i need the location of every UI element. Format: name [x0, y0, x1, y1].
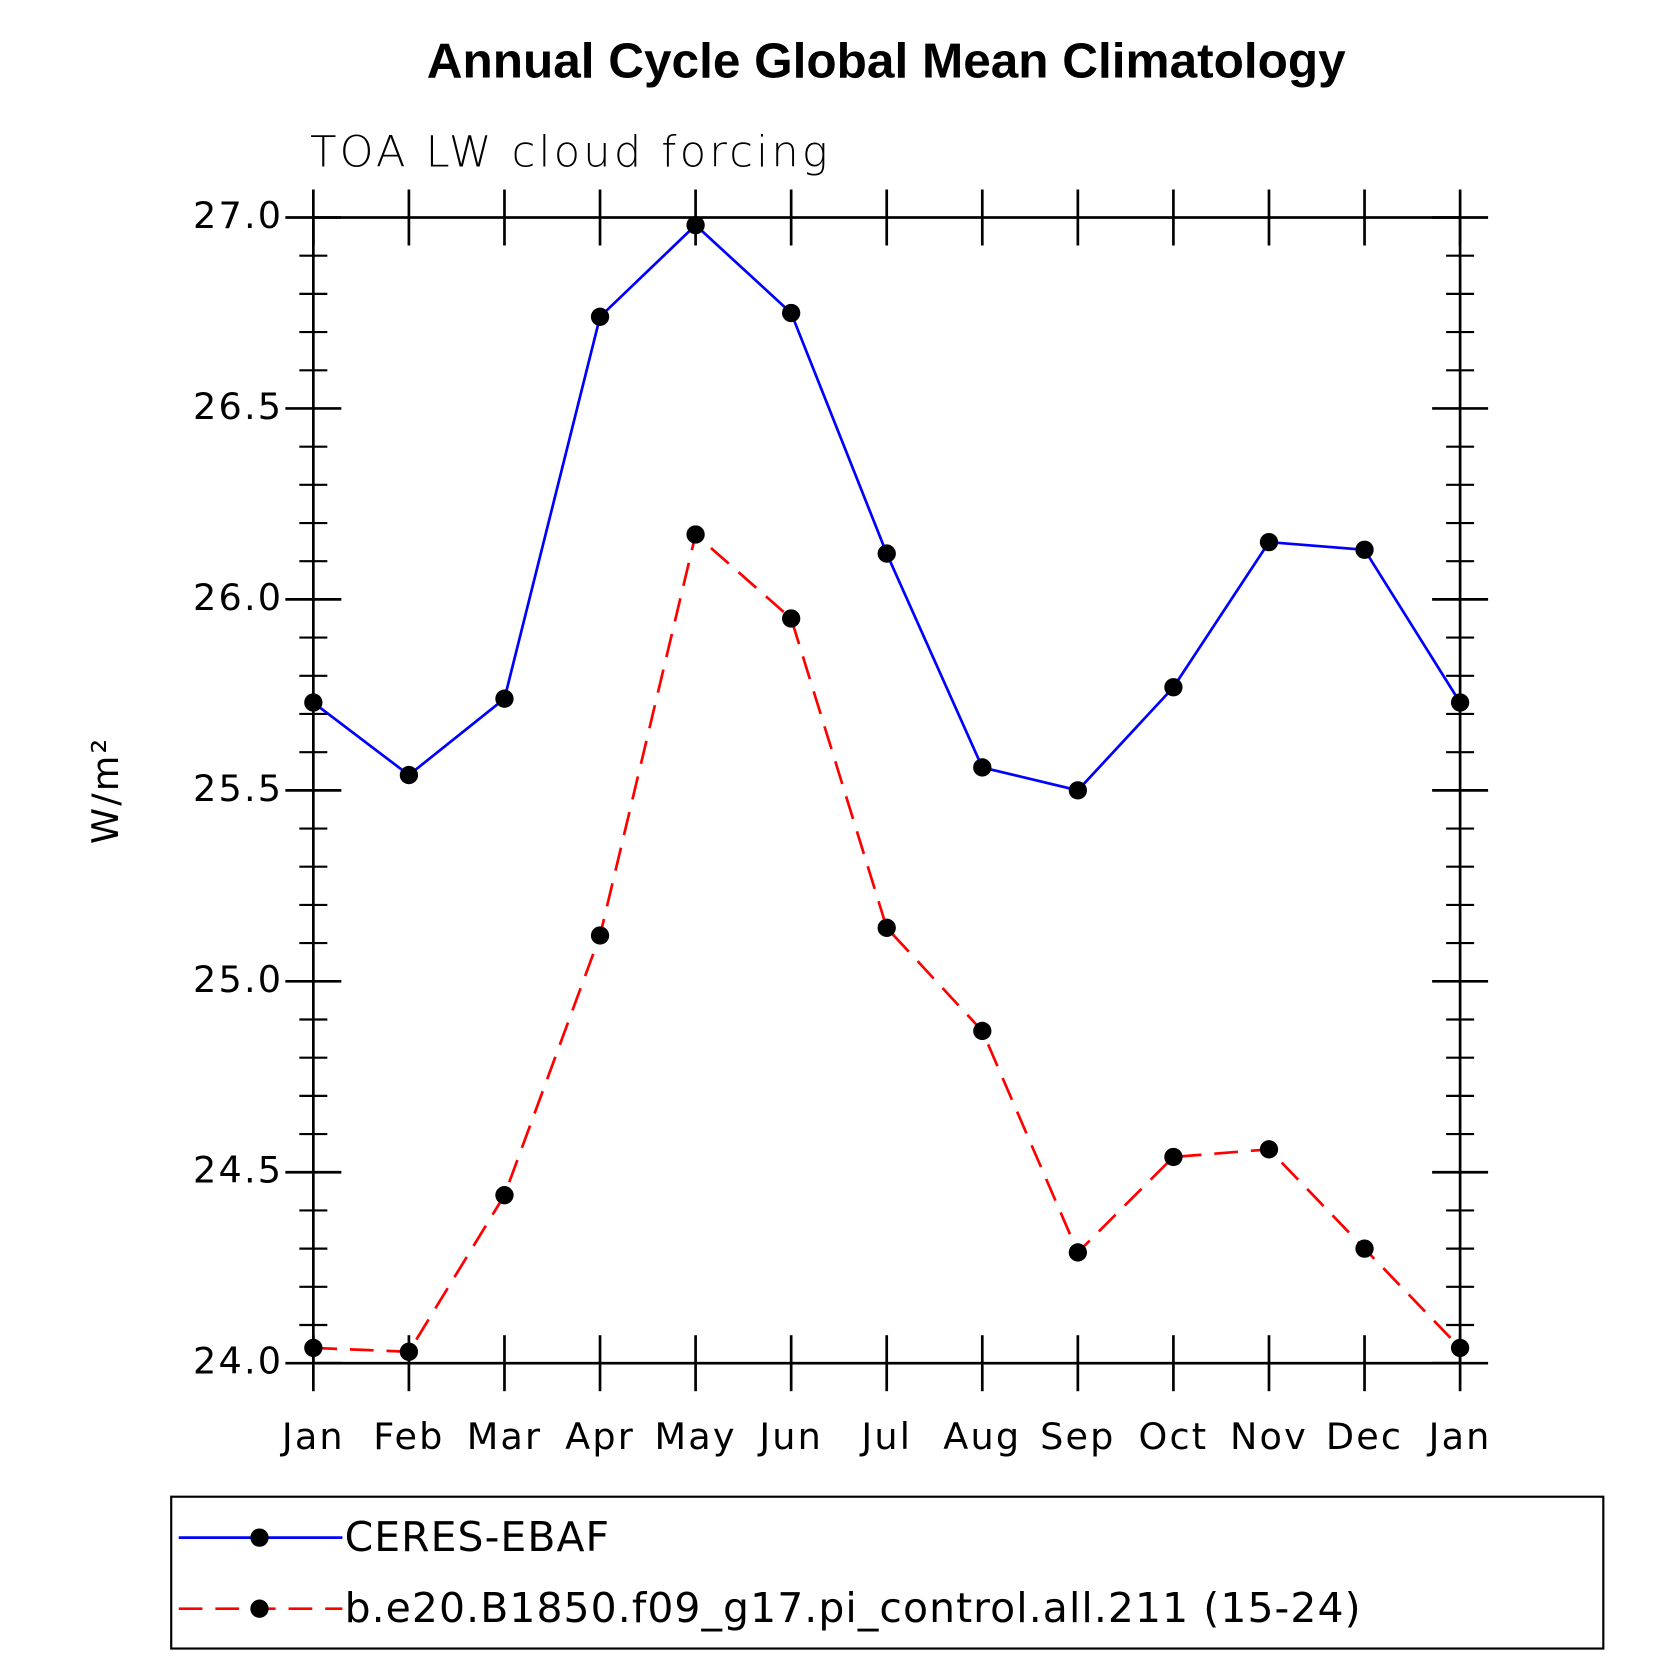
chart-title: Annual Cycle Global Mean Climatology	[427, 34, 1346, 89]
data-point	[304, 1338, 323, 1358]
data-point	[304, 693, 323, 712]
data-point	[877, 918, 896, 937]
x-tick-label: Apr	[565, 1415, 635, 1458]
y-tick-label: 24.5	[193, 1149, 283, 1192]
data-point	[1259, 532, 1279, 552]
y-tick-label: 26.5	[193, 385, 283, 428]
x-tick-label: Jul	[859, 1415, 912, 1458]
subtitle: TOA LW cloud forcing	[310, 128, 831, 178]
x-tick-label: Mar	[467, 1415, 543, 1458]
legend-marker	[250, 1599, 269, 1618]
y-tick-label: 24.0	[193, 1340, 283, 1383]
data-point	[1068, 781, 1088, 800]
data-point	[686, 215, 705, 235]
data-point	[399, 1342, 419, 1361]
x-tick-label: Jan	[1427, 1415, 1492, 1458]
legend-marker	[250, 1528, 269, 1547]
data-point	[686, 525, 705, 544]
data-point	[973, 1021, 992, 1041]
y-tick-label: 27.0	[193, 194, 283, 237]
data-point	[590, 926, 610, 945]
x-tick-label: Dec	[1326, 1415, 1403, 1458]
plot-frame	[311, 216, 1462, 1365]
x-tick-label: Oct	[1139, 1415, 1209, 1458]
y-tick-label: 25.0	[193, 958, 283, 1001]
x-tick-label: Nov	[1230, 1415, 1308, 1458]
data-point	[1068, 1243, 1088, 1262]
data-point	[1355, 540, 1374, 559]
y-tick-label: 25.5	[193, 767, 283, 810]
data-point	[782, 303, 801, 323]
data-point	[782, 609, 801, 628]
data-point	[1259, 1140, 1279, 1159]
series-line	[313, 531, 1462, 1354]
x-tick-label: Aug	[943, 1415, 1021, 1458]
data-point	[1164, 1147, 1183, 1167]
legend-label: b.e20.B1850.f09_g17.pi_control.all.211 (…	[345, 1584, 1362, 1632]
x-tick-label: Jun	[757, 1415, 823, 1458]
x-tick-label: Sep	[1040, 1415, 1115, 1458]
data-point	[590, 307, 610, 326]
x-tick-label: Feb	[373, 1415, 444, 1458]
legend-box	[170, 1495, 1605, 1650]
legend-label: CERES-EBAF	[345, 1513, 611, 1561]
data-point	[1355, 1239, 1374, 1258]
data-point	[1164, 678, 1183, 697]
data-point	[1450, 1338, 1470, 1358]
series-line	[312, 223, 1462, 792]
data-point	[495, 689, 514, 708]
y-axis-label: W/m²	[84, 737, 127, 844]
data-point	[877, 544, 896, 563]
data-point	[973, 758, 992, 777]
data-point	[399, 765, 419, 785]
x-tick-label: May	[655, 1415, 737, 1458]
x-tick-label: Jan	[280, 1415, 345, 1458]
data-point	[1450, 693, 1470, 712]
y-tick-label: 26.0	[193, 576, 283, 619]
data-point	[495, 1186, 514, 1205]
